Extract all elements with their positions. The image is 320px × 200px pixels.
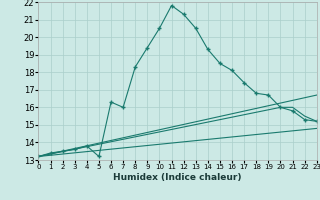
X-axis label: Humidex (Indice chaleur): Humidex (Indice chaleur) bbox=[113, 173, 242, 182]
